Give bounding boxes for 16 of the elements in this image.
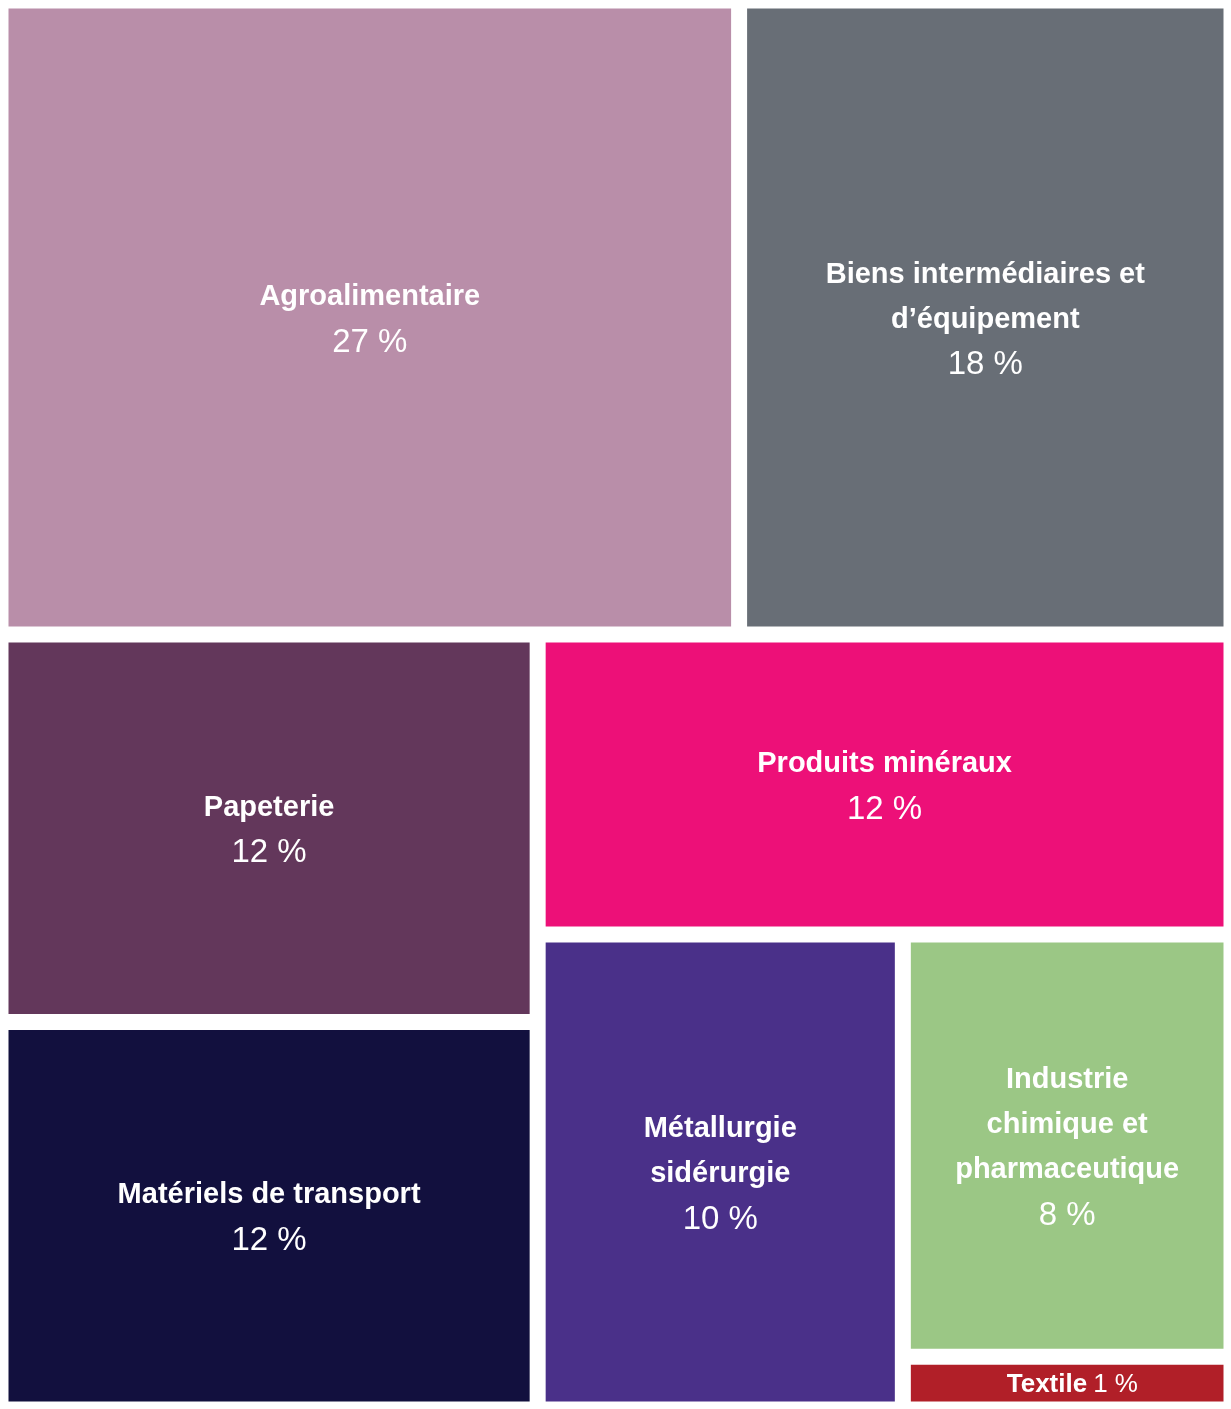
- category-label: Papeterie: [203, 789, 335, 822]
- data-label: 27 %: [332, 321, 408, 359]
- data-label: 18 %: [947, 344, 1023, 382]
- data-label: 12 %: [231, 832, 307, 870]
- category-label: Matériels de transport: [117, 1177, 421, 1210]
- data-label: 10 %: [682, 1198, 758, 1236]
- category-label: Biens intermédiaires et d’équipement: [825, 256, 1146, 334]
- category-label: Industrie chimique et pharmaceutique: [955, 1062, 1180, 1185]
- data-label: 12 %: [846, 788, 923, 826]
- category-label: Agroalimentaire: [259, 279, 481, 312]
- data-label: 8 %: [1038, 1194, 1096, 1232]
- category-label: Métallurgie sidérurgie: [643, 1111, 797, 1189]
- category-label: Textile: [1006, 1368, 1088, 1399]
- category-label: Produits minéraux: [757, 746, 1012, 779]
- data-label: 1 %: [1093, 1368, 1138, 1399]
- data-label: 12 %: [231, 1219, 307, 1257]
